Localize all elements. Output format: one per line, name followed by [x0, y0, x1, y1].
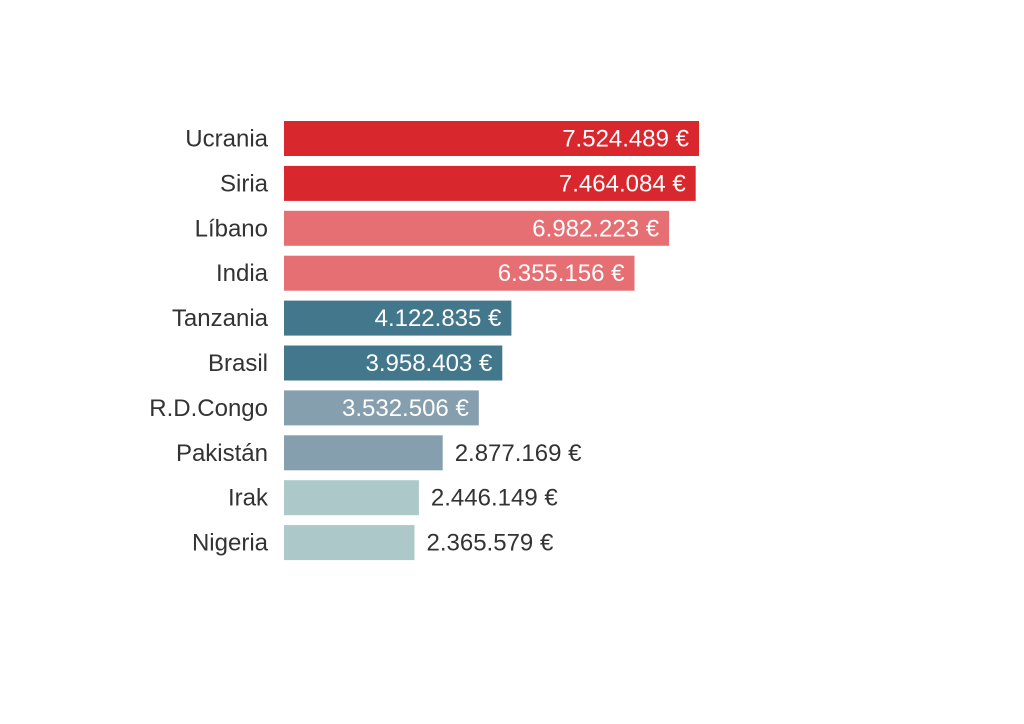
value-label-1: 7.464.084 € [559, 170, 686, 197]
value-label-6: 3.532.506 € [342, 395, 469, 422]
bar-3 [284, 255, 635, 291]
category-label-6: R.D.Congo [149, 395, 268, 422]
value-label-5: 3.958.403 € [366, 350, 493, 377]
category-label-4: Tanzania [172, 305, 269, 332]
value-label-9: 2.365.579 € [427, 530, 554, 557]
bar-6 [284, 390, 479, 426]
category-label-9: Nigeria [192, 530, 269, 557]
bar-1 [284, 165, 696, 201]
bar-7 [284, 435, 443, 471]
value-label-7: 2.877.169 € [455, 440, 582, 467]
value-label-8: 2.446.149 € [431, 485, 558, 512]
category-labels-layer: Ucrania Siria Líbano India Tanzania Brasil R.D… [149, 126, 269, 557]
value-label-0: 7.524.489 € [562, 126, 689, 153]
category-label-7: Pakistán [176, 440, 268, 467]
bar-8 [284, 480, 419, 516]
value-label-2: 6.982.223 € [532, 215, 659, 242]
bar-0 [284, 121, 699, 156]
bar-9 [284, 525, 415, 561]
value-label-4: 4.122.835 € [375, 305, 502, 332]
bar-5 [284, 345, 503, 381]
category-label-0: Ucrania [185, 126, 268, 153]
value-labels-layer: 7.524.489 € 7.464.084 € 6.982.223 € 6.355.1… [342, 126, 690, 557]
bars-layer [284, 121, 699, 561]
bar-2 [284, 210, 670, 246]
category-label-1: Siria [220, 170, 269, 197]
category-label-2: Líbano [195, 215, 268, 242]
category-label-3: India [216, 260, 269, 287]
value-label-3: 6.355.156 € [498, 260, 625, 287]
bar-4 [284, 300, 512, 336]
category-label-5: Brasil [208, 350, 268, 377]
category-label-8: Irak [228, 485, 269, 512]
